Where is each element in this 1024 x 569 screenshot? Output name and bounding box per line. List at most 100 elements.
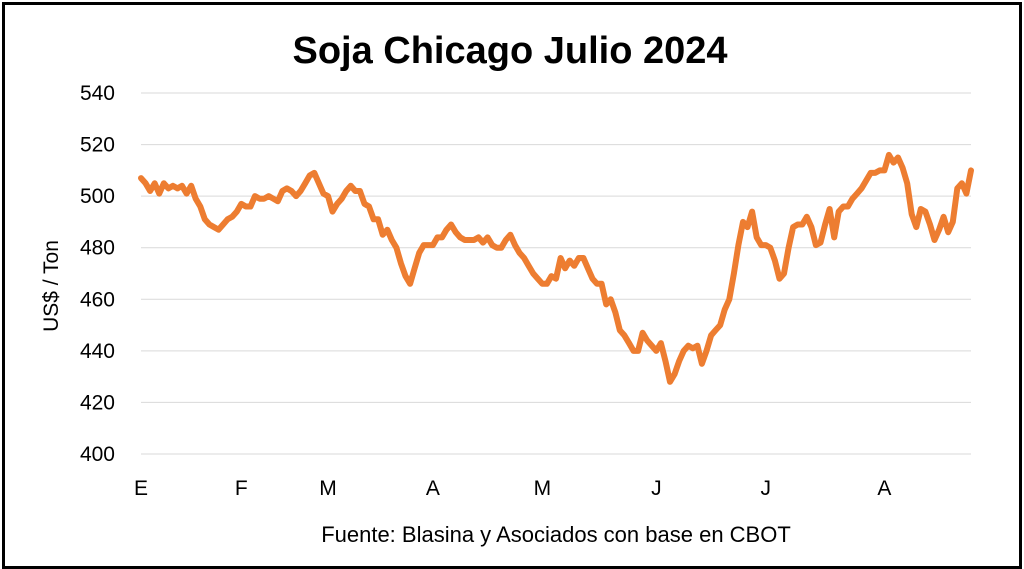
data-point — [859, 186, 864, 191]
data-point — [197, 204, 203, 209]
data-point — [795, 222, 801, 227]
data-point — [854, 191, 860, 197]
data-point — [485, 235, 490, 240]
data-point — [731, 271, 737, 276]
data-point — [726, 296, 732, 302]
data-point — [325, 193, 331, 199]
data-point — [147, 188, 153, 194]
data-point — [704, 348, 709, 354]
data-point — [690, 345, 696, 351]
data-point — [398, 260, 404, 266]
data-point — [617, 327, 623, 333]
data-point — [954, 186, 960, 191]
data-point — [371, 216, 376, 222]
data-point — [585, 265, 591, 271]
data-point — [809, 224, 814, 230]
data-point — [229, 214, 235, 220]
data-point — [430, 242, 436, 248]
data-point — [462, 237, 468, 243]
data-point — [421, 242, 427, 248]
data-point — [567, 258, 573, 263]
data-point — [448, 222, 454, 227]
data-point — [562, 265, 568, 271]
data-point — [539, 281, 545, 287]
data-point — [302, 180, 308, 186]
data-point — [786, 245, 791, 251]
data-point — [672, 371, 677, 377]
data-point — [895, 155, 901, 160]
data-point — [334, 201, 340, 207]
data-point — [863, 178, 869, 184]
data-point — [758, 242, 764, 248]
data-point — [425, 242, 431, 248]
data-point — [740, 219, 746, 225]
data-point — [175, 186, 180, 191]
data-point — [964, 191, 969, 197]
data-point — [339, 196, 345, 202]
data-point — [471, 237, 477, 243]
data-point — [435, 235, 440, 240]
data-point — [877, 168, 883, 173]
y-tick-label: 460 — [80, 288, 115, 311]
data-point — [745, 224, 750, 230]
data-point — [517, 250, 522, 256]
data-point — [467, 237, 472, 243]
data-point — [384, 227, 390, 233]
data-point — [512, 242, 518, 248]
data-point — [653, 348, 659, 354]
data-point — [622, 333, 627, 338]
data-point — [498, 245, 504, 251]
data-point — [489, 242, 495, 248]
data-point — [526, 263, 531, 269]
gridlines — [141, 92, 971, 455]
data-point — [749, 209, 755, 215]
x-tick-label: M — [534, 477, 552, 500]
y-axis-label: US$ / Ton — [40, 240, 63, 332]
data-point — [444, 227, 449, 233]
data-point — [667, 379, 673, 385]
data-point — [225, 216, 231, 222]
data-point — [909, 211, 915, 217]
data-point — [343, 188, 349, 194]
source-note: Fuente: Blasina y Asociados con base en … — [321, 522, 791, 547]
data-point — [508, 232, 513, 238]
data-point — [799, 222, 805, 227]
data-point — [626, 340, 632, 346]
data-point — [932, 237, 937, 243]
x-tick-label: A — [877, 477, 891, 500]
y-tick-label: 400 — [80, 443, 115, 466]
data-point — [389, 237, 395, 243]
data-point — [968, 168, 974, 173]
data-point — [836, 209, 842, 215]
data-point — [257, 196, 262, 202]
data-point — [321, 191, 326, 197]
data-point — [544, 281, 550, 287]
data-point — [549, 273, 554, 279]
data-point — [571, 263, 577, 269]
data-point — [316, 180, 322, 186]
data-point — [850, 196, 855, 202]
data-point — [238, 201, 244, 207]
data-point — [681, 348, 687, 354]
data-points — [138, 152, 974, 385]
data-point — [179, 183, 185, 189]
y-tick-label: 440 — [80, 340, 115, 363]
data-point — [818, 240, 823, 246]
data-point — [831, 235, 837, 240]
data-point — [804, 214, 810, 220]
data-point — [763, 242, 769, 248]
y-tick-label: 420 — [80, 391, 115, 414]
series-line — [138, 151, 974, 385]
data-point — [535, 276, 541, 282]
data-point — [790, 224, 796, 230]
data-point — [188, 183, 194, 189]
y-tick-label: 480 — [80, 237, 115, 260]
y-tick-label: 500 — [80, 185, 115, 208]
data-point — [275, 198, 281, 204]
data-point — [599, 281, 604, 287]
data-point — [394, 245, 399, 251]
data-point — [211, 224, 217, 230]
data-point — [170, 183, 176, 189]
data-point — [736, 242, 741, 248]
data-point — [923, 209, 928, 215]
